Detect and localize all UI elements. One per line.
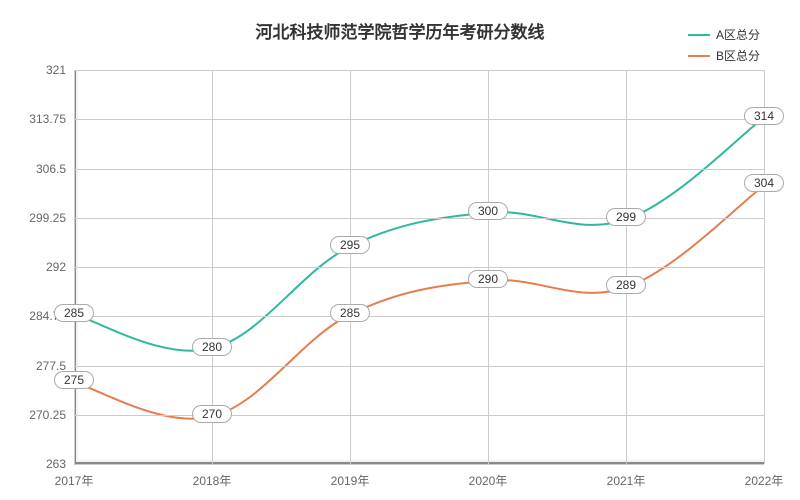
legend: A区总分 B区总分 (688, 26, 760, 68)
plot-area: 263270.25277.5284.75292299.25306.5313.75… (74, 70, 764, 464)
data-label: 299 (606, 208, 646, 226)
data-label: 280 (192, 338, 232, 356)
y-tick-label: 292 (46, 260, 74, 274)
x-tick-label: 2020年 (469, 464, 508, 489)
grid-line-h (74, 119, 764, 120)
data-label: 285 (330, 304, 370, 322)
data-label: 290 (468, 270, 508, 288)
x-tick-label: 2021年 (607, 464, 646, 489)
data-label: 289 (606, 276, 646, 294)
grid-line-v (626, 70, 627, 464)
grid-line-h (74, 316, 764, 317)
x-tick-label: 2017年 (55, 464, 94, 489)
chart-container: 河北科技师范学院哲学历年考研分数线 A区总分 B区总分 263270.25277.… (0, 0, 800, 500)
x-tick-label: 2018年 (193, 464, 232, 489)
grid-line-h (74, 366, 764, 367)
grid-line-v (350, 70, 351, 464)
data-label: 270 (192, 405, 232, 423)
data-label: 295 (330, 236, 370, 254)
grid-line-h (74, 169, 764, 170)
grid-line-h (74, 464, 764, 465)
y-tick-label: 277.5 (36, 359, 74, 373)
y-tick-label: 321 (46, 63, 74, 77)
grid-line-v (764, 70, 765, 464)
legend-swatch (688, 34, 710, 36)
legend-label: A区总分 (716, 26, 760, 43)
legend-item: A区总分 (688, 26, 760, 43)
x-tick-label: 2022年 (745, 464, 784, 489)
y-tick-label: 270.25 (29, 408, 74, 422)
chart-title: 河北科技师范学院哲学历年考研分数线 (256, 18, 545, 43)
data-label: 314 (744, 107, 784, 125)
data-label: 304 (744, 174, 784, 192)
series-line (74, 185, 764, 418)
y-tick-label: 313.75 (29, 112, 74, 126)
data-label: 285 (54, 304, 94, 322)
grid-line-h (74, 70, 764, 71)
grid-line-h (74, 218, 764, 219)
y-tick-label: 299.25 (29, 211, 74, 225)
grid-line-v (74, 70, 75, 464)
y-tick-label: 306.5 (36, 162, 74, 176)
data-label: 275 (54, 371, 94, 389)
x-tick-label: 2019年 (331, 464, 370, 489)
grid-line-h (74, 267, 764, 268)
legend-item: B区总分 (688, 47, 760, 64)
grid-line-h (74, 415, 764, 416)
legend-label: B区总分 (716, 47, 760, 64)
data-label: 300 (468, 202, 508, 220)
grid-line-v (488, 70, 489, 464)
legend-swatch (688, 55, 710, 57)
